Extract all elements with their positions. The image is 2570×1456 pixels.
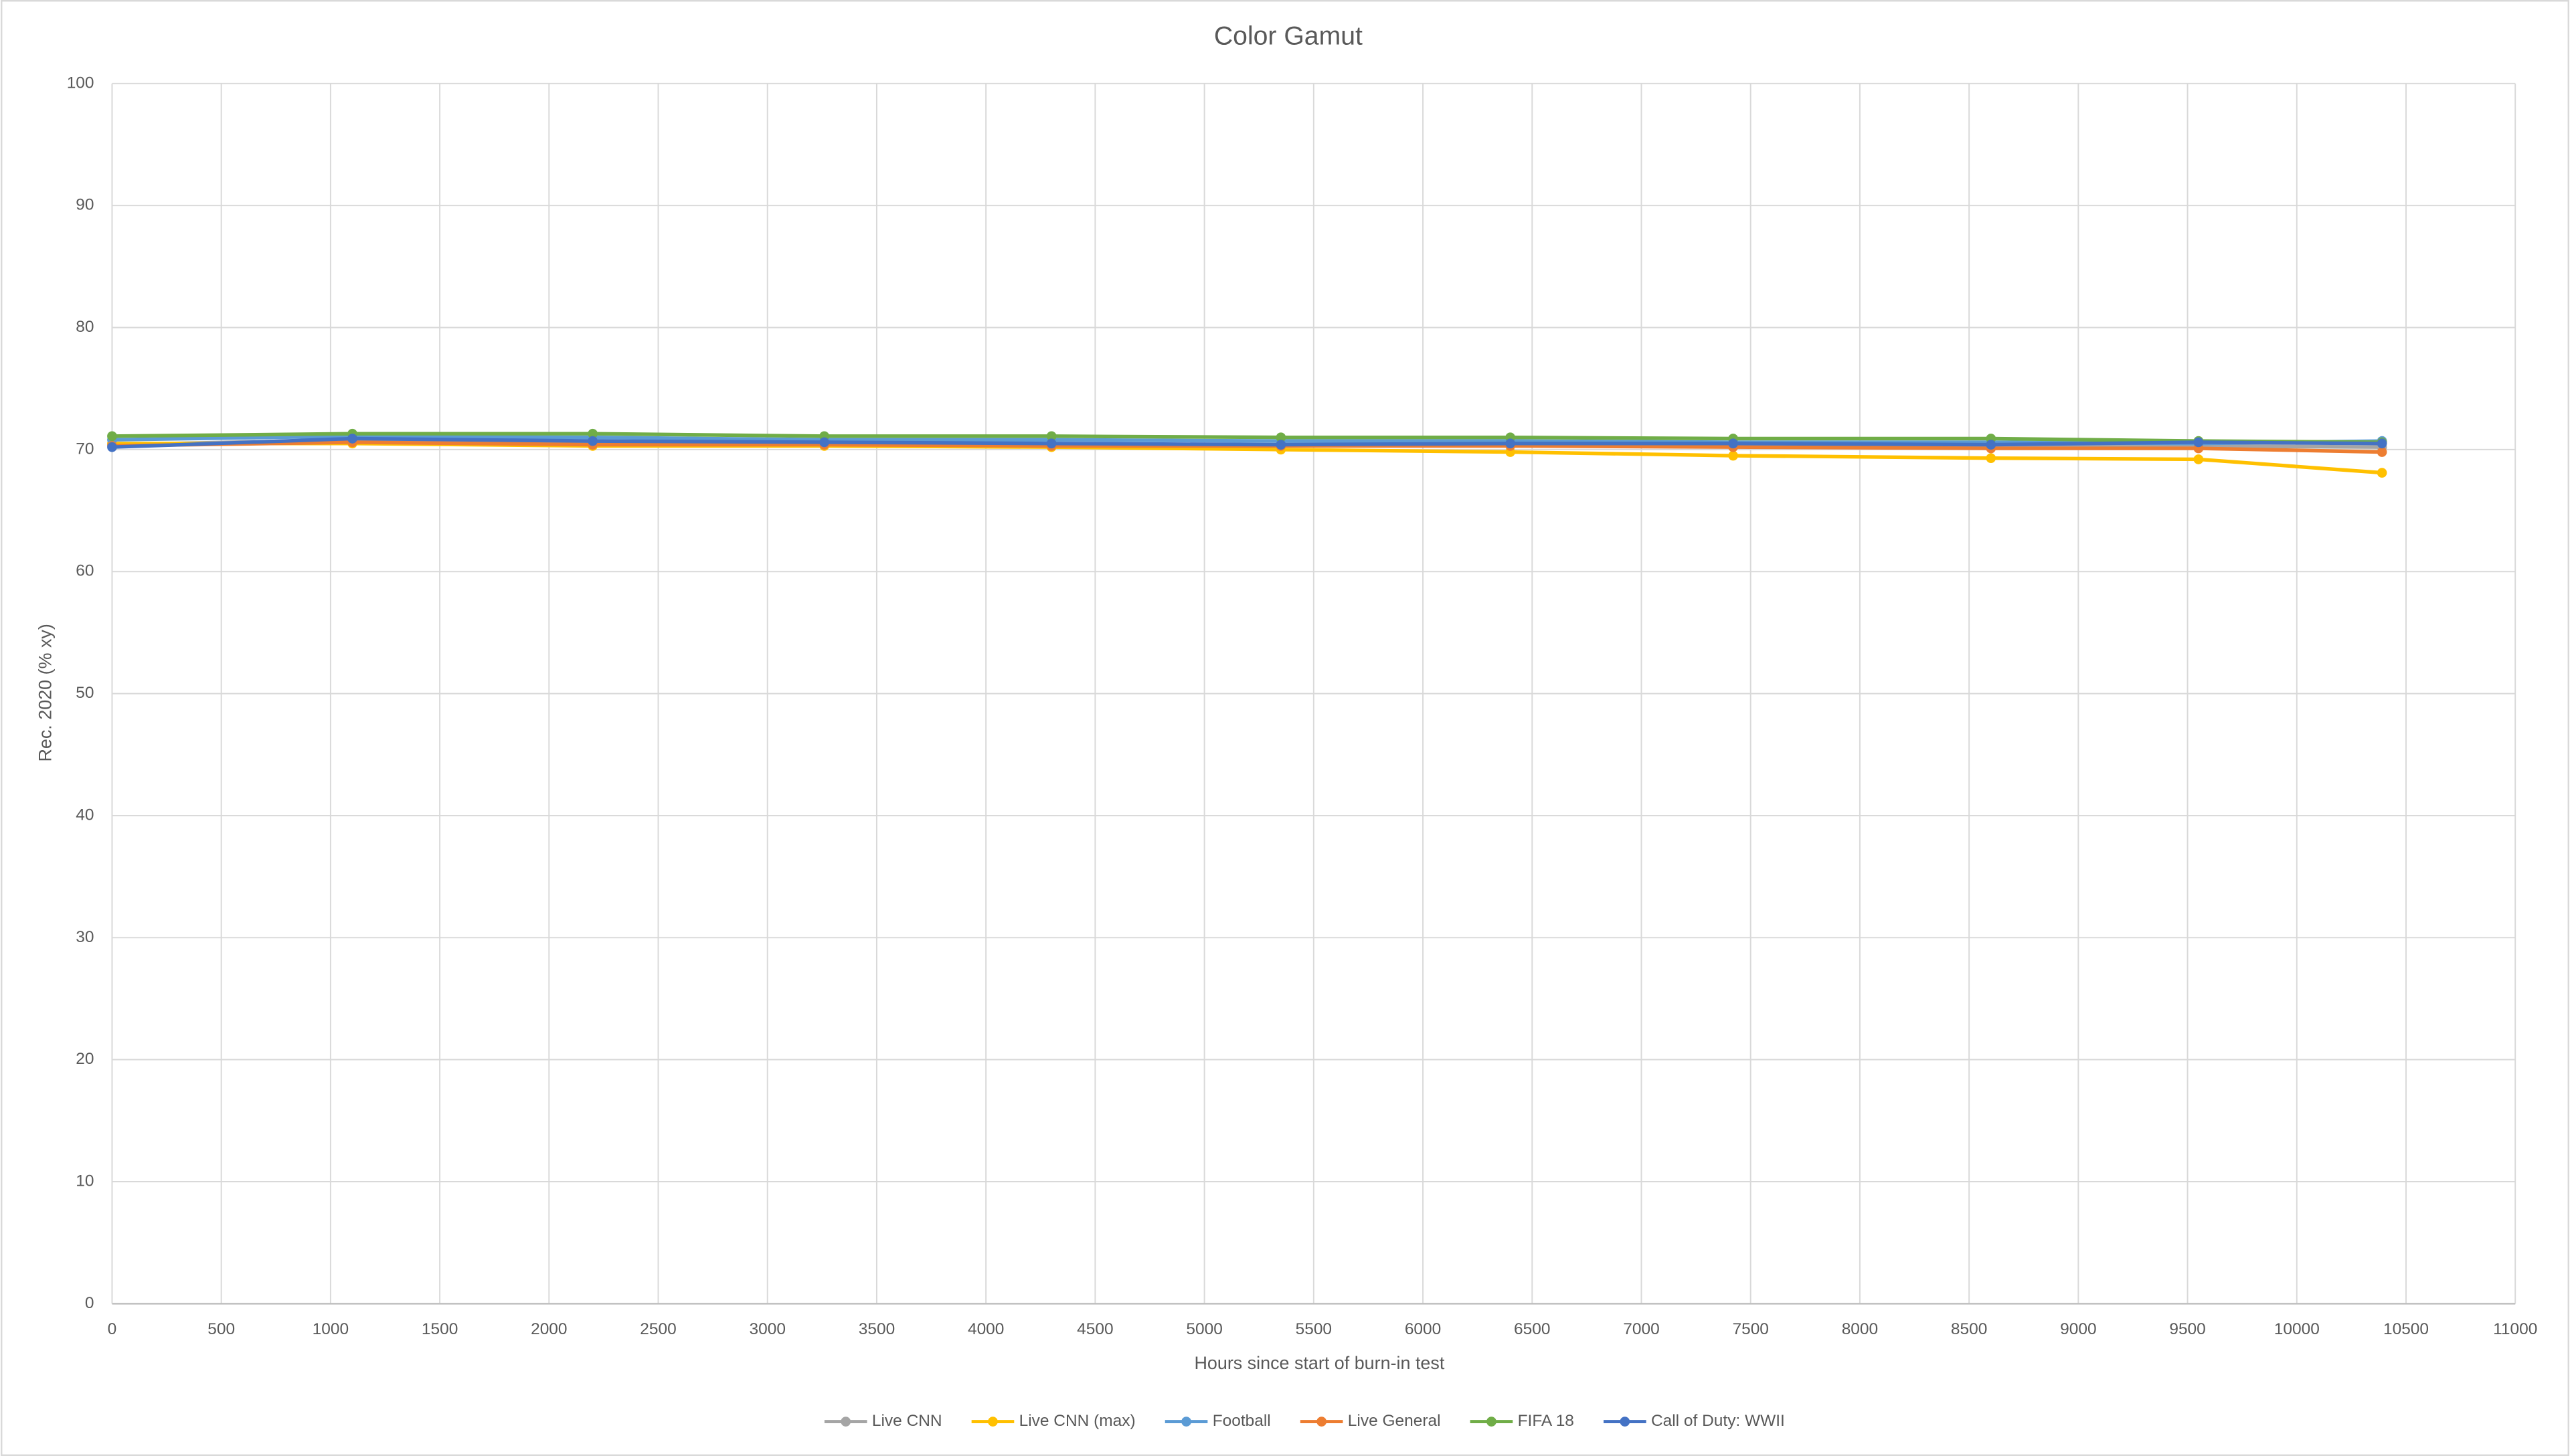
legend-label: Live General xyxy=(1348,1412,1441,1430)
chart-title: Color Gamut xyxy=(1214,22,1363,51)
data-point xyxy=(588,428,598,439)
legend-marker xyxy=(1181,1417,1191,1427)
x-tick-label: 3000 xyxy=(750,1320,786,1338)
legend-marker xyxy=(1486,1417,1496,1427)
x-tick-label: 8500 xyxy=(1951,1320,1987,1338)
x-tick-label: 7500 xyxy=(1732,1320,1768,1338)
legend-item: Football xyxy=(1165,1412,1271,1430)
y-tick-label: 90 xyxy=(76,196,94,214)
legend-item: FIFA 18 xyxy=(1470,1412,1574,1430)
y-tick-label: 20 xyxy=(76,1050,94,1068)
y-tick-label: 40 xyxy=(76,806,94,824)
data-point xyxy=(2377,438,2387,449)
x-tick-label: 10000 xyxy=(2274,1320,2320,1338)
x-tick-label: 5000 xyxy=(1186,1320,1222,1338)
x-tick-label: 7000 xyxy=(1623,1320,1659,1338)
legend-label: FIFA 18 xyxy=(1518,1412,1574,1430)
data-point xyxy=(1046,431,1057,442)
x-tick-label: 1000 xyxy=(313,1320,349,1338)
x-tick-label: 11000 xyxy=(2493,1320,2537,1338)
data-point xyxy=(2193,437,2204,448)
x-tick-label: 1500 xyxy=(422,1320,458,1338)
legend-label: Live CNN (max) xyxy=(1019,1412,1136,1430)
data-point xyxy=(107,431,117,442)
x-tick-label: 10500 xyxy=(2383,1320,2429,1338)
y-tick-label: 80 xyxy=(76,318,94,336)
legend-marker xyxy=(1620,1417,1630,1427)
x-tick-label: 9000 xyxy=(2060,1320,2096,1338)
legend-item: Live CNN (max) xyxy=(971,1412,1136,1430)
data-point xyxy=(1276,432,1286,442)
x-tick-label: 4000 xyxy=(968,1320,1004,1338)
data-point xyxy=(1986,440,1996,450)
data-point xyxy=(347,434,357,444)
legend-item: Live CNN xyxy=(824,1412,942,1430)
x-tick-label: 8000 xyxy=(1842,1320,1878,1338)
data-point xyxy=(2377,447,2387,457)
legend-label: Live CNN xyxy=(872,1412,942,1430)
legend-item: Call of Duty: WWII xyxy=(1603,1412,1785,1430)
legend-label: Call of Duty: WWII xyxy=(1651,1412,1785,1430)
y-tick-label: 50 xyxy=(76,684,94,702)
data-point xyxy=(1046,438,1057,449)
legend-label: Football xyxy=(1213,1412,1271,1430)
data-point xyxy=(819,437,829,448)
data-point xyxy=(107,442,117,452)
x-tick-label: 2000 xyxy=(531,1320,567,1338)
x-axis-label: Hours since start of burn-in test xyxy=(1194,1353,1444,1373)
x-tick-label: 2500 xyxy=(640,1320,676,1338)
y-tick-label: 60 xyxy=(76,562,94,580)
data-point xyxy=(1505,438,1515,449)
x-tick-label: 4500 xyxy=(1077,1320,1113,1338)
legend-marker xyxy=(1316,1417,1326,1427)
x-tick-label: 6000 xyxy=(1405,1320,1441,1338)
legend-item: Live General xyxy=(1300,1412,1441,1430)
y-tick-label: 30 xyxy=(76,928,94,946)
y-tick-label: 10 xyxy=(76,1172,94,1190)
data-point xyxy=(2377,468,2387,478)
data-point xyxy=(1728,450,1738,461)
legend: Live CNN Live CNN (max) Football Live Gener… xyxy=(824,1412,1785,1430)
data-point xyxy=(1276,440,1286,450)
plot-area xyxy=(107,428,2387,478)
data-point xyxy=(1728,438,1738,449)
x-tick-label: 5500 xyxy=(1296,1320,1332,1338)
x-tick-label: 9500 xyxy=(2169,1320,2205,1338)
x-tick-label: 3500 xyxy=(859,1320,895,1338)
y-tick-label: 100 xyxy=(67,74,94,92)
x-tick-label: 6500 xyxy=(1514,1320,1550,1338)
legend-marker xyxy=(841,1417,851,1427)
y-tick-label: 0 xyxy=(85,1294,94,1312)
data-point xyxy=(2193,454,2204,464)
x-tick-label: 500 xyxy=(207,1320,235,1338)
data-point xyxy=(1986,453,1996,463)
legend-marker xyxy=(988,1417,998,1427)
y-axis-label: Rec. 2020 (% xy) xyxy=(35,624,56,761)
y-tick-label: 70 xyxy=(76,440,94,458)
data-point xyxy=(588,436,598,446)
x-tick-label: 0 xyxy=(108,1320,117,1338)
